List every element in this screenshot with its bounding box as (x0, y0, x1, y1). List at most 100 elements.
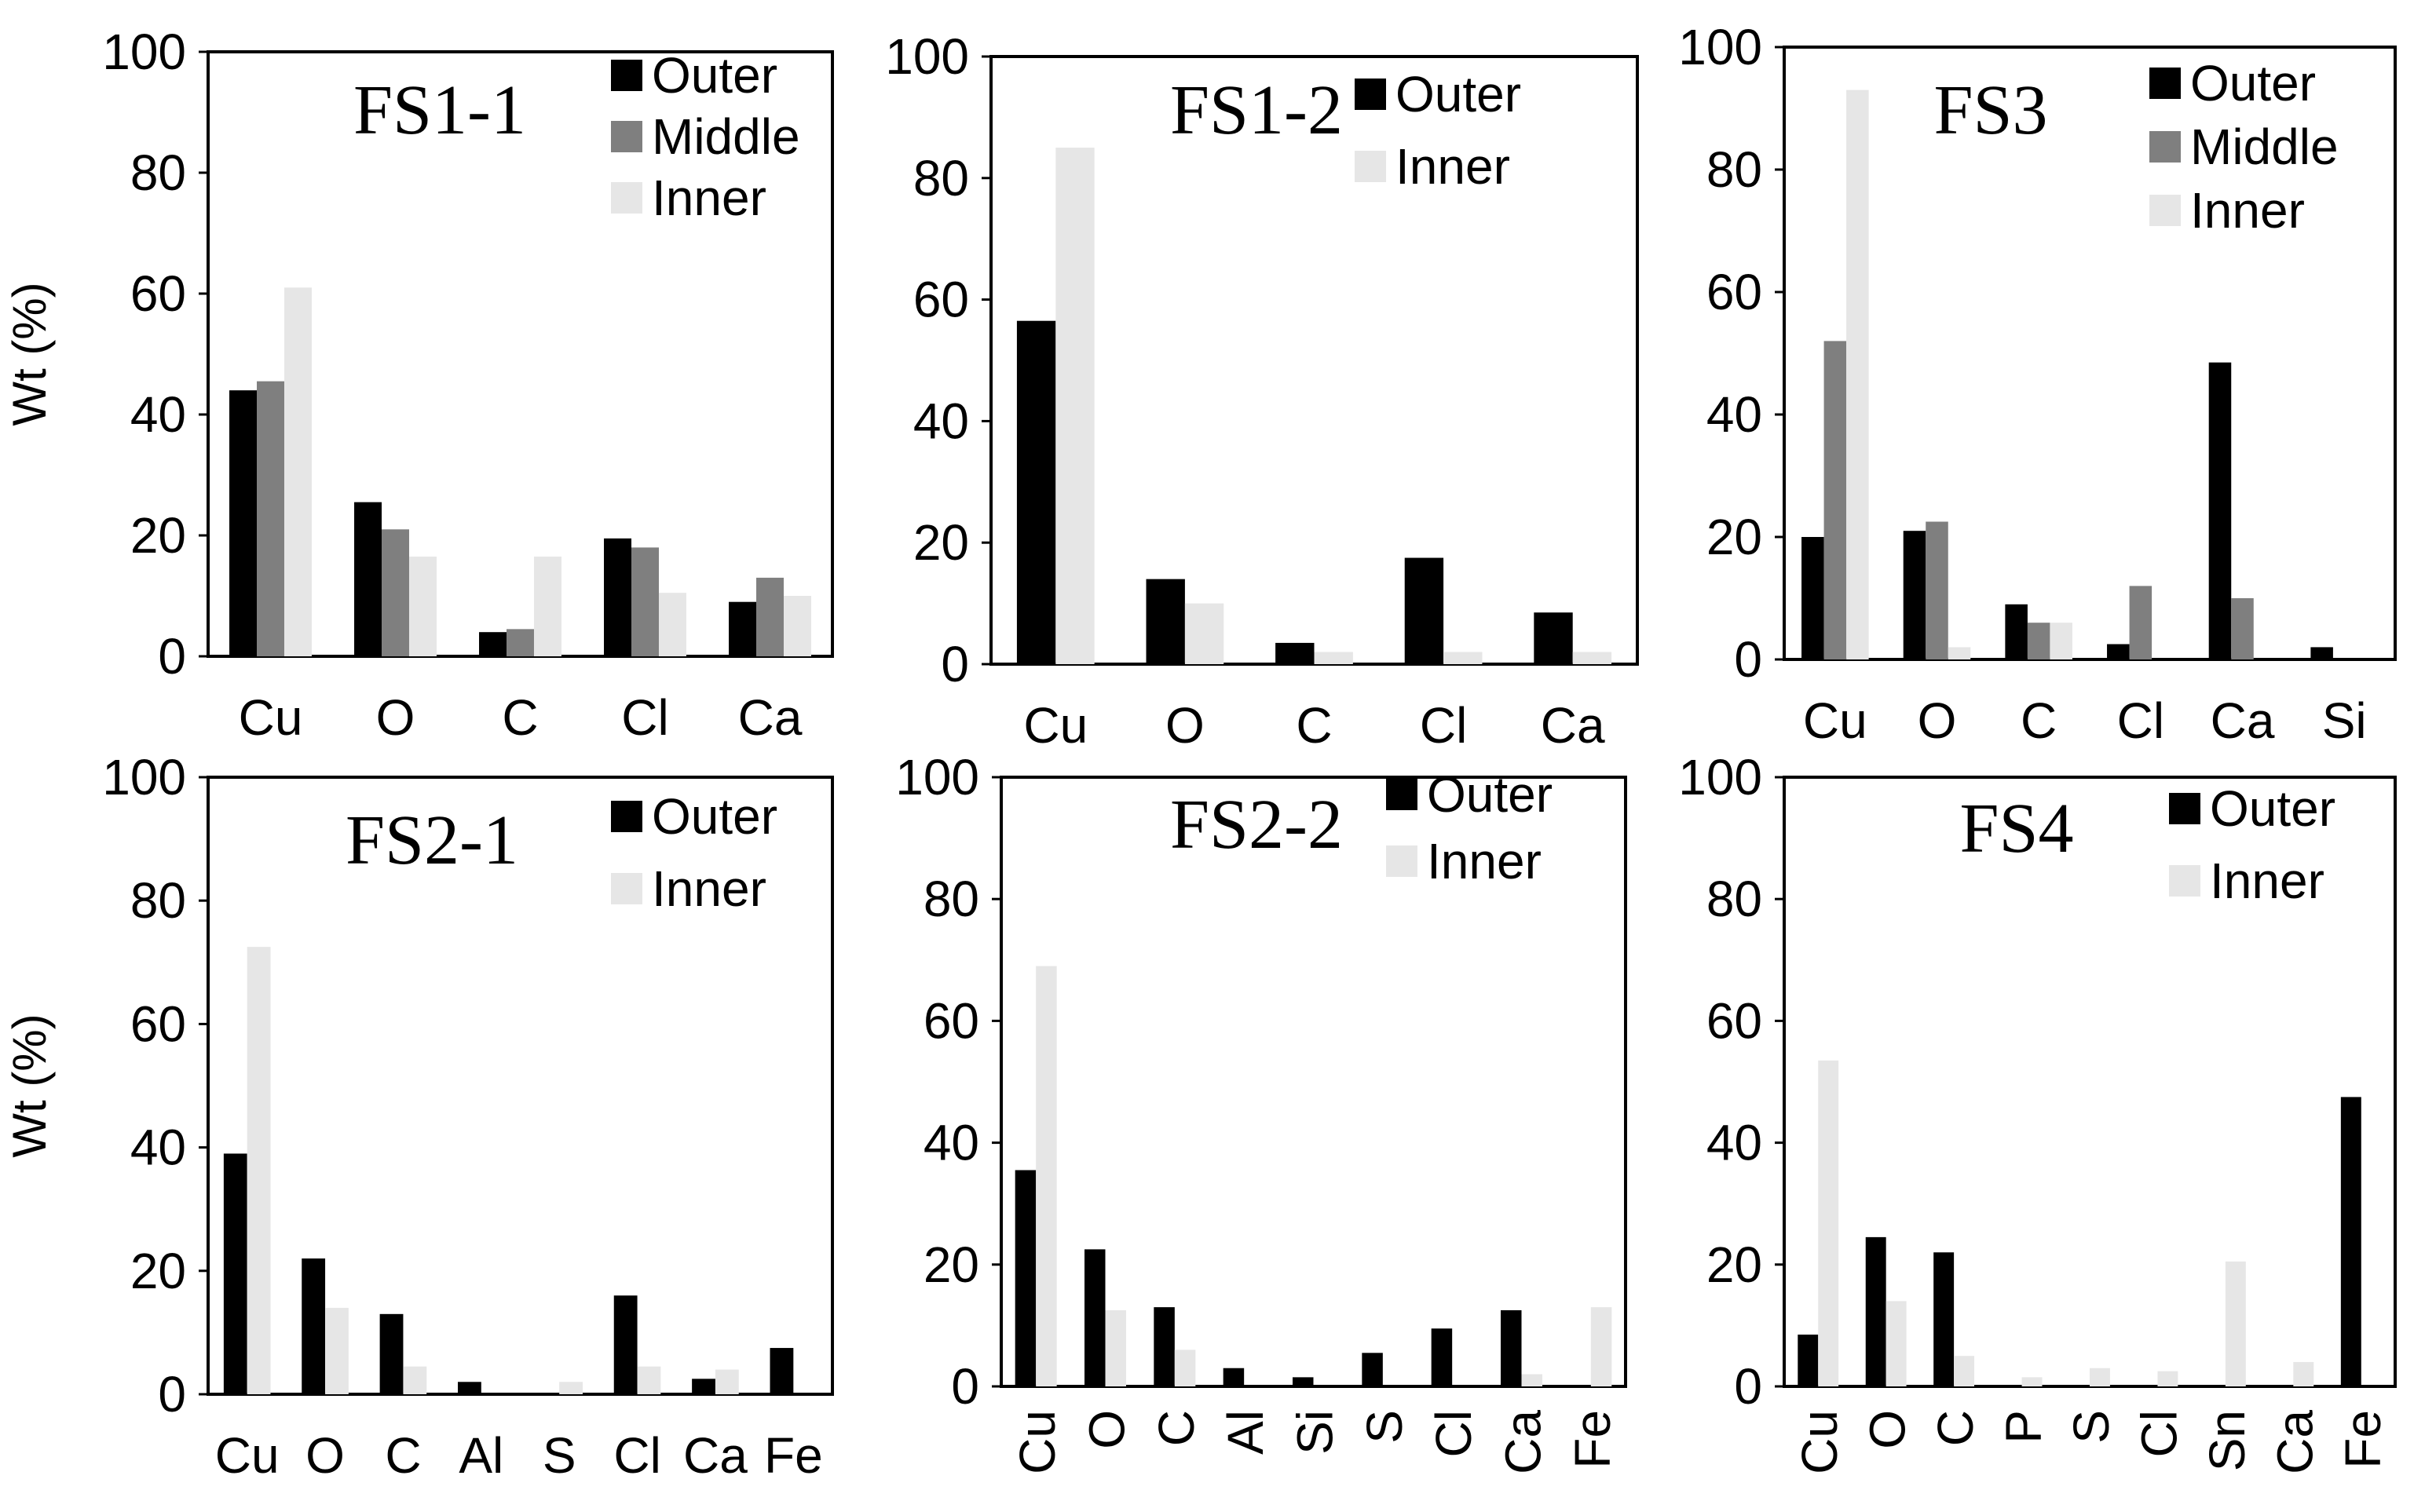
x-tick-label: Ca (1495, 1410, 1552, 1474)
chart-panel-fs2-2: 0 20 40 60 80 100 Cu O C Al Si S Cl Ca Fe FS2-2 Outer Inn… (895, 749, 1627, 1474)
bar-inner-o (1886, 1301, 1907, 1386)
x-tick-label: Ca (683, 1427, 748, 1484)
plot-frame (207, 776, 834, 1396)
bar-inner-o (408, 556, 437, 656)
bar-middle-ca (2231, 598, 2254, 659)
legend-label-outer: Outer (652, 788, 777, 845)
bar-inner-o (1948, 647, 1971, 659)
chart-panel-fs4: 0 20 40 60 80 100 Cu O C P S Cl Sn Ca Fe FS4 Outer Inner (1678, 749, 2397, 1474)
bar-outer-ca (1534, 612, 1573, 664)
legend-label-outer: Outer (2190, 55, 2316, 111)
bar-outer-cl (2107, 644, 2130, 659)
bar-middle-cl (2129, 586, 2153, 659)
y-tick-label: 0 (951, 1358, 979, 1415)
chart-panel-fs3: 0 20 40 60 80 100 Cu O C Cl Ca Si FS3 Outer Middle Inne… (1678, 19, 2397, 749)
x-tick-label: Cl (2131, 1410, 2187, 1457)
bar-outer-s (1362, 1353, 1383, 1386)
x-tick-label: C (502, 689, 538, 746)
legend-label-inner: Inner (652, 170, 766, 226)
legend: Outer Inner (611, 788, 777, 917)
x-tick-label: Cl (1425, 1410, 1482, 1457)
x-tick-label: S (543, 1427, 576, 1484)
bar-outer-fe (2340, 1097, 2361, 1386)
bar-inner-o (1184, 603, 1224, 664)
bar-inner-o (325, 1307, 349, 1394)
x-tick-label: Sn (2199, 1410, 2255, 1471)
bar-outer-cl (1431, 1328, 1453, 1386)
plot-frame (1783, 46, 2397, 661)
x-tick-label: Al (459, 1427, 503, 1484)
x-tick-label: O (1860, 1410, 1916, 1449)
y-tick-label: 60 (924, 992, 979, 1049)
bar-outer-o (1084, 1249, 1106, 1386)
bar-inner-cu (1818, 1060, 1839, 1386)
legend-swatch-inner (1355, 151, 1386, 182)
bar-inner-c (2050, 623, 2072, 659)
y-tick-label: 20 (130, 507, 186, 564)
y-tick-label: 20 (1706, 509, 1762, 565)
legend-swatch-outer (1386, 779, 1417, 810)
bar-middle-o (382, 529, 409, 656)
x-tick-label: Si (1287, 1410, 1344, 1455)
y-tick-label: 40 (913, 393, 969, 449)
x-tick-label: Cu (1023, 697, 1088, 754)
x-tick-label: C (2021, 692, 2057, 749)
bar-outer-cu (223, 1153, 247, 1394)
legend-label-outer: Outer (1395, 66, 1521, 122)
y-tick-label: 40 (1706, 386, 1762, 443)
x-tick-label: Cl (613, 1427, 660, 1484)
y-tick-label: 20 (924, 1236, 979, 1293)
x-tick-label: Cu (215, 1427, 280, 1484)
bar-middle-ca (756, 577, 784, 656)
y-tick-label: 40 (924, 1115, 979, 1171)
bar-outer-c (1275, 642, 1315, 664)
legend-swatch-outer (611, 60, 642, 91)
bar-inner-cu (283, 287, 312, 656)
bar-outer-c (1933, 1252, 1955, 1386)
bar-outer-cu (1801, 537, 1824, 659)
legend: Outer Middle Inner (2149, 55, 2339, 239)
bar-inner-s (559, 1382, 583, 1394)
x-tick-label: C (1927, 1410, 1984, 1446)
bar-inner-fe (1590, 1307, 1612, 1386)
x-tick-label: O (1079, 1410, 1136, 1449)
y-tick-label: 0 (941, 636, 969, 692)
y-tick-label: 60 (130, 995, 186, 1052)
legend-swatch-outer (2169, 793, 2200, 824)
bar-inner-c (1314, 652, 1353, 664)
x-tick-label: C (385, 1427, 421, 1484)
bar-outer-cu (1798, 1335, 1819, 1386)
bar-outer-al (458, 1382, 481, 1394)
x-tick-label: Cu (1803, 692, 1867, 749)
y-tick-label: 100 (1678, 19, 1762, 75)
x-tick-label: C (1148, 1410, 1205, 1446)
bar-outer-ca (729, 601, 757, 656)
y-tick-label: 100 (102, 24, 186, 80)
bar-inner-cu (247, 947, 271, 1394)
bar-inner-cu (1055, 148, 1095, 665)
bar-outer-fe (770, 1348, 794, 1394)
bar-outer-o (354, 502, 382, 656)
legend-swatch-outer (611, 801, 642, 832)
x-tick-label: Ca (1541, 697, 1605, 754)
x-tick-label: O (1165, 697, 1205, 754)
x-tick-label: O (376, 689, 415, 746)
bar-inner-cl (658, 593, 686, 656)
bar-outer-c (479, 632, 507, 656)
x-tick-label: S (2063, 1410, 2120, 1444)
bar-inner-ca (1572, 652, 1612, 664)
y-tick-label: 80 (924, 871, 979, 927)
legend-swatch-middle (2149, 131, 2181, 163)
x-tick-label: Cu (1791, 1410, 1848, 1474)
legend-swatch-inner (611, 182, 642, 214)
y-tick-label: 0 (158, 628, 186, 685)
bar-outer-ca (1501, 1310, 1522, 1386)
panel-title: FS2-1 (346, 802, 518, 879)
x-tick-label: Cl (621, 689, 668, 746)
bar-inner-ca (2293, 1361, 2314, 1386)
bar-outer-cu (1016, 320, 1056, 664)
bar-middle-c (2027, 623, 2050, 659)
legend-label-outer: Outer (652, 47, 777, 104)
x-tick-label: Cl (2117, 692, 2164, 749)
x-tick-label: Fe (764, 1427, 823, 1484)
